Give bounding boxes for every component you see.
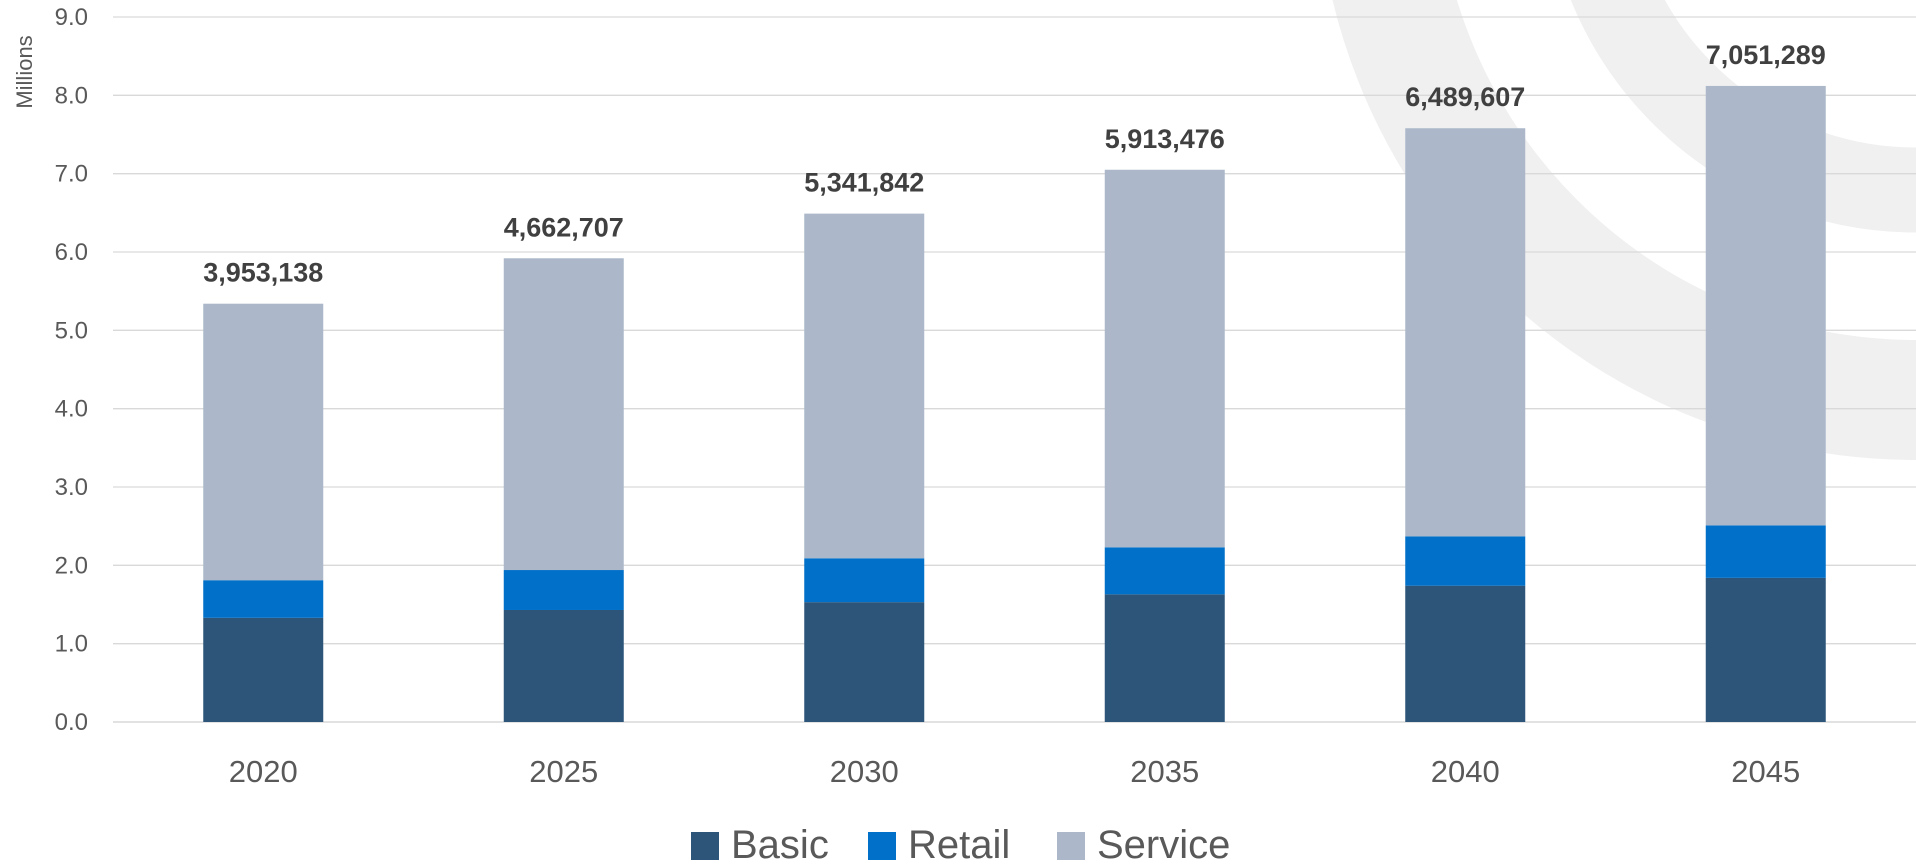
bar-retail-2040: [1405, 536, 1526, 586]
y-tick-label: 0.0: [55, 709, 88, 736]
bar-basic-2030: [804, 602, 925, 722]
total-label-2020: 3,953,138: [203, 258, 323, 288]
x-tick-label: 2020: [229, 754, 298, 789]
bar-basic-2020: [203, 617, 324, 722]
bar-retail-2030: [804, 558, 925, 603]
bars: [203, 85, 1826, 722]
total-label-2035: 5,913,476: [1105, 124, 1225, 154]
bar-basic-2025: [503, 609, 624, 722]
y-axis: 0.0 1.0 2.0 3.0 4.0 5.0 6.0 7.0 8.0 9.0 Millions: [12, 4, 88, 736]
x-tick-label: 2035: [1130, 754, 1199, 789]
bar-service-2025: [503, 258, 624, 571]
y-axis-label: Millions: [12, 35, 37, 108]
y-tick-label: 5.0: [55, 317, 88, 344]
total-label-2040: 6,489,607: [1405, 82, 1525, 112]
legend: Basic Retail Service: [691, 823, 1230, 865]
x-tick-label: 2030: [830, 754, 899, 789]
y-tick-label: 1.0: [55, 631, 88, 658]
bar-service-2045: [1705, 85, 1826, 526]
total-label-2025: 4,662,707: [504, 212, 624, 242]
bar-retail-2020: [203, 580, 324, 618]
legend-swatch-basic: [691, 832, 719, 860]
bar-retail-2035: [1104, 547, 1225, 595]
y-tick-label: 3.0: [55, 474, 88, 501]
legend-swatch-retail: [868, 832, 896, 860]
bar-basic-2035: [1104, 594, 1225, 722]
bar-retail-2045: [1705, 525, 1826, 578]
bar-retail-2025: [503, 570, 624, 610]
legend-label-retail: Retail: [908, 823, 1010, 865]
x-tick-label: 2040: [1431, 754, 1500, 789]
y-tick-label: 8.0: [55, 82, 88, 109]
y-tick-label: 7.0: [55, 161, 88, 188]
bar-basic-2045: [1705, 577, 1826, 722]
x-tick-label: 2045: [1731, 754, 1800, 789]
bar-basic-2040: [1405, 585, 1526, 722]
gridlines: [113, 16, 1916, 723]
bar-service-2035: [1104, 169, 1225, 548]
legend-label-service: Service: [1097, 823, 1230, 865]
bar-service-2020: [203, 303, 324, 581]
total-label-2045: 7,051,289: [1706, 40, 1826, 70]
legend-label-basic: Basic: [731, 823, 829, 865]
x-axis: 2020 2025 2030 2035 2040 2045: [229, 754, 1800, 789]
bar-service-2030: [804, 213, 925, 559]
total-labels: 3,953,138 4,662,707 5,341,842 5,913,476 6,48…: [203, 40, 1826, 288]
legend-swatch-service: [1057, 832, 1085, 860]
x-tick-label: 2025: [529, 754, 598, 789]
total-label-2030: 5,341,842: [804, 168, 924, 198]
y-tick-label: 4.0: [55, 396, 88, 423]
y-tick-label: 2.0: [55, 552, 88, 579]
y-tick-label: 6.0: [55, 239, 88, 266]
bar-service-2040: [1405, 128, 1526, 537]
y-tick-label: 9.0: [55, 4, 88, 31]
